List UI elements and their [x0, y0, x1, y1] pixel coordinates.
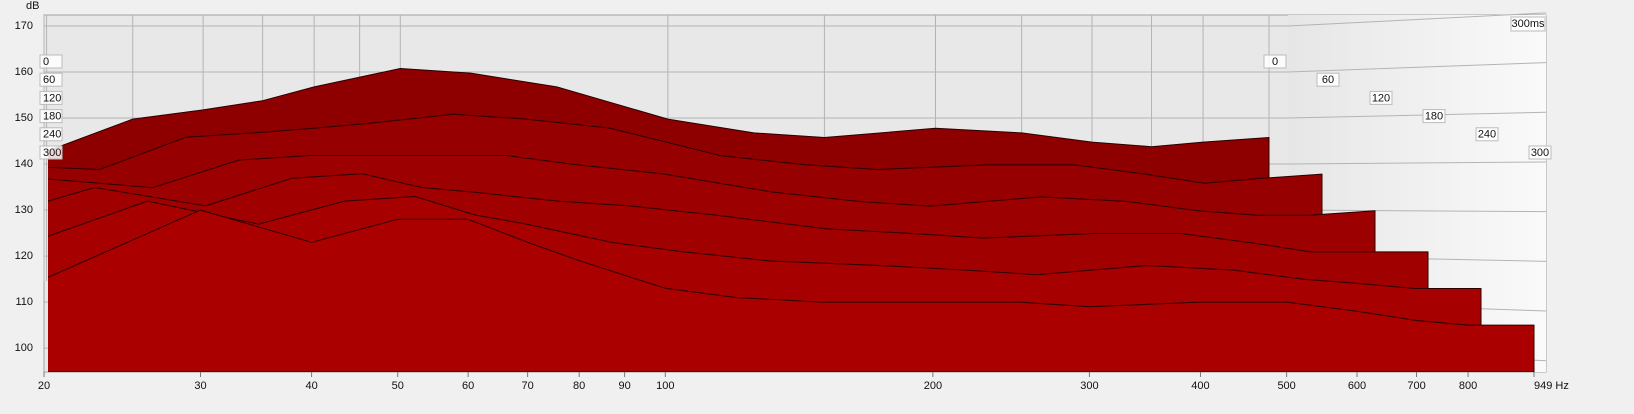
depth-tick-box [39, 90, 63, 105]
x-tick-label: 700 [1407, 380, 1425, 392]
depth-tick-box [39, 145, 63, 160]
x-tick-label: 600 [1348, 380, 1366, 392]
depth-tick-box [1422, 109, 1446, 124]
depth-tick-box [1263, 54, 1287, 69]
grid-line [1287, 161, 1547, 165]
depth-tick-label: 0 [1272, 56, 1278, 68]
depth-tick-label: 60 [43, 74, 55, 86]
depth-tick-label: 240 [1478, 129, 1496, 141]
slices [48, 68, 1535, 372]
grid-line [1287, 62, 1547, 73]
x-tick-label: 100 [656, 380, 674, 392]
depth-tick-label: 120 [1372, 92, 1390, 104]
x-tick-label: 500 [1277, 380, 1295, 392]
grid-line [1287, 209, 1547, 213]
depth-tick-label: 180 [1425, 111, 1443, 123]
depth-tick-box [1316, 72, 1340, 87]
depth-tick-box [1528, 145, 1552, 160]
grid-line [1287, 12, 1547, 27]
depth-label: 300ms [1511, 18, 1545, 30]
y-tick-label: 170 [15, 20, 33, 32]
depth-label-box [1510, 16, 1546, 32]
x-tick-label: 949 Hz [1534, 380, 1569, 392]
depth-tick-box [1475, 127, 1499, 142]
depth-tick-label: 180 [43, 111, 61, 123]
x-tick-label: 70 [521, 380, 533, 392]
depth-tick-label: 240 [43, 129, 61, 141]
depth-tick-label: 120 [43, 92, 61, 104]
depth-tick-box [39, 54, 63, 69]
x-tick-label: 200 [924, 380, 942, 392]
depth-tick-box [1369, 90, 1393, 105]
grid-line [1287, 111, 1547, 119]
x-tick-label: 20 [38, 380, 50, 392]
slice [48, 209, 1535, 372]
y-tick-label: 150 [15, 112, 33, 124]
x-tick-label: 50 [392, 380, 404, 392]
y-axis-label: dB [26, 0, 39, 12]
x-tick-label: 400 [1191, 380, 1209, 392]
y-tick-label: 140 [15, 158, 33, 170]
depth-tick-box [39, 109, 63, 124]
x-tick-label: 90 [619, 380, 631, 392]
y-tick-label: 120 [15, 250, 33, 262]
depth-tick-label: 300 [43, 147, 61, 159]
labels: 100 110 120 130 140 150 160 170 20 30 40 50 60 70 80 90… [15, 20, 1569, 392]
y-tick-label: 110 [15, 296, 33, 308]
depth-tick-label: 0 [43, 56, 49, 68]
y-tick-label: 160 [15, 66, 33, 78]
x-tick-label: 800 [1459, 380, 1477, 392]
x-tick-label: 300 [1080, 380, 1098, 392]
depth-tick-label: 300 [1531, 147, 1549, 159]
depth-tick-box [39, 72, 63, 87]
x-tick-label: 60 [462, 380, 474, 392]
y-tick-label: 100 [15, 342, 33, 354]
depth-tick-box [39, 127, 63, 142]
x-tick-label: 80 [573, 380, 585, 392]
x-tick-label: 40 [305, 380, 317, 392]
y-tick-label: 130 [15, 204, 33, 216]
x-tick-label: 30 [194, 380, 206, 392]
depth-tick-label: 60 [1322, 74, 1334, 86]
